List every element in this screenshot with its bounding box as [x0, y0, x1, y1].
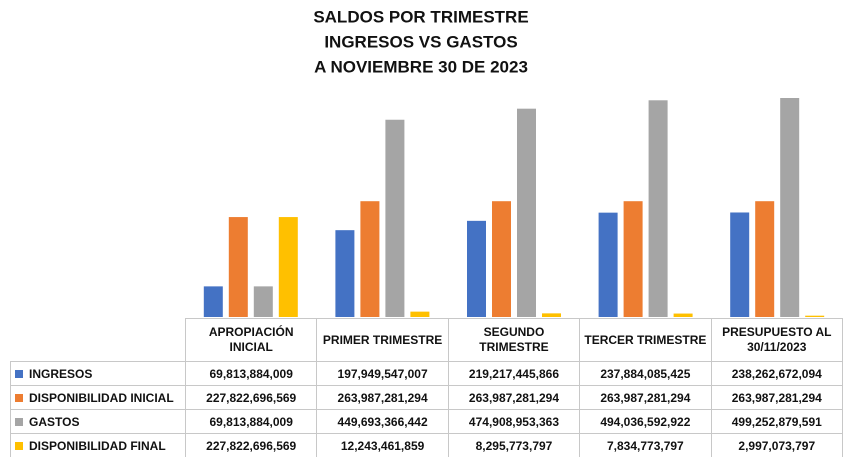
data-row: DISPONIBILIDAD INICIAL 227,822,696,569 263…	[10, 385, 843, 410]
bar	[360, 201, 380, 317]
value-label: 474,908,953,363	[447, 409, 581, 434]
bar	[253, 286, 273, 317]
value-label: 494,036,592,922	[579, 409, 712, 434]
value-label: 263,987,281,294	[579, 385, 712, 410]
header-row: APROPIACIÓN INICIAL PRIMER TRIMESTRE SEGUN…	[11, 318, 843, 362]
bar	[492, 201, 511, 317]
bar	[730, 212, 750, 317]
legend-cell: DISPONIBILIDAD FINAL	[10, 433, 186, 457]
value-label: 7,834,773,797	[579, 433, 712, 457]
chart-title: INGRESOS VS GASTOS	[324, 32, 517, 51]
category-label: APROPIACIÓN INICIAL	[184, 318, 318, 362]
value-label: 263,987,281,294	[316, 385, 449, 410]
corner-cell	[11, 319, 186, 362]
legend-swatch	[15, 418, 23, 427]
category-label: TERCER TRIMESTRE	[579, 318, 712, 362]
value-label: 2,997,073,797	[710, 433, 843, 457]
value-label: 8,295,773,797	[447, 433, 581, 457]
legend-cell: DISPONIBILIDAD INICIAL	[10, 385, 186, 410]
value-label: 197,949,547,007	[316, 361, 449, 386]
bar	[228, 217, 248, 317]
bar	[542, 313, 561, 317]
bar	[805, 315, 825, 317]
bar	[648, 100, 668, 318]
bar	[755, 201, 775, 317]
data-table: APROPIACIÓN INICIAL PRIMER TRIMESTRE SEGUN…	[10, 318, 843, 457]
value-label: 69,813,884,009	[184, 409, 318, 434]
bar	[467, 220, 486, 317]
value-label: 219,217,445,866	[447, 361, 581, 386]
legend-label: DISPONIBILIDAD FINAL	[29, 438, 166, 453]
bar	[335, 230, 355, 317]
bar	[203, 286, 223, 317]
chart-title: A NOVIEMBRE 30 DE 2023	[314, 57, 528, 76]
value-label: 238,262,672,094	[710, 361, 843, 386]
bar	[278, 217, 298, 317]
value-label: 499,252,879,591	[710, 409, 843, 434]
value-label: 227,822,696,569	[184, 385, 318, 410]
legend-swatch	[15, 394, 23, 403]
chart: SALDOS POR TRIMESTRE INGRESOS VS GASTOS …	[203, 7, 825, 318]
bar	[780, 98, 800, 317]
legend-label: DISPONIBILIDAD INICIAL	[29, 390, 174, 405]
bar	[385, 119, 405, 317]
value-label: 449,693,366,442	[316, 409, 449, 434]
legend-cell: GASTOS	[10, 409, 186, 434]
legend-swatch	[15, 370, 23, 379]
bar	[673, 313, 693, 317]
category-label: PRESUPUESTO AL 30/11/2023	[710, 318, 843, 362]
value-label: 12,243,461,859	[316, 433, 449, 457]
value-label: 263,987,281,294	[447, 385, 581, 410]
value-label: 237,884,085,425	[579, 361, 712, 386]
data-row: GASTOS 69,813,884,009 449,693,366,442 474,9…	[10, 409, 843, 434]
bar	[623, 201, 643, 317]
value-label: 263,987,281,294	[710, 385, 843, 410]
bar	[517, 108, 536, 318]
legend-cell: INGRESOS	[10, 361, 186, 386]
data-row: INGRESOS 69,813,884,009 197,949,547,007 219…	[10, 361, 843, 386]
chart-title: SALDOS POR TRIMESTRE	[313, 7, 528, 26]
value-label: 227,822,696,569	[184, 433, 318, 457]
category-label: SEGUNDO TRIMESTRE	[447, 318, 581, 362]
bar	[598, 212, 618, 317]
value-label: 69,813,884,009	[184, 361, 318, 386]
data-row: DISPONIBILIDAD FINAL 227,822,696,569 12,24…	[10, 433, 843, 457]
legend-label: GASTOS	[29, 414, 80, 429]
bar	[410, 311, 430, 317]
legend-swatch	[15, 442, 23, 451]
legend-label: INGRESOS	[29, 366, 93, 381]
category-label: PRIMER TRIMESTRE	[316, 318, 449, 362]
